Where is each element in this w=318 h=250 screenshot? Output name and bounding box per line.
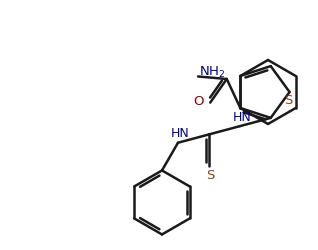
Text: S: S: [206, 169, 214, 182]
Text: S: S: [284, 94, 293, 108]
Text: NH$_2$: NH$_2$: [199, 65, 225, 80]
Text: HN: HN: [171, 127, 189, 140]
Text: HN: HN: [232, 111, 251, 124]
Text: O: O: [194, 95, 204, 108]
